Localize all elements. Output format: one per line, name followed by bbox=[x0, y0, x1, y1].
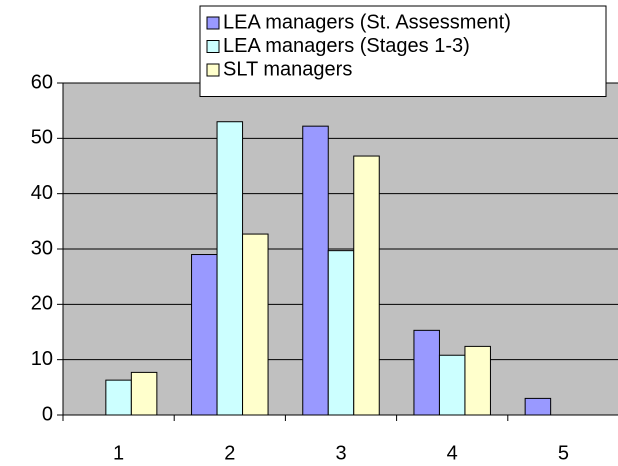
legend-label: LEA managers (Stages 1-3) bbox=[223, 35, 470, 57]
y-tick-label: 10 bbox=[31, 348, 53, 370]
x-tick-label: 3 bbox=[335, 442, 346, 464]
bar bbox=[464, 345, 491, 416]
bar bbox=[413, 329, 440, 416]
bar bbox=[242, 233, 269, 416]
bar bbox=[302, 125, 329, 416]
legend-swatch bbox=[206, 16, 220, 30]
x-tick-label: 5 bbox=[558, 442, 569, 464]
y-tick-label: 60 bbox=[31, 71, 53, 93]
x-tick-label: 4 bbox=[447, 442, 458, 464]
y-tick-label: 20 bbox=[31, 293, 53, 315]
y-tick-label: 40 bbox=[31, 182, 53, 204]
legend-box bbox=[199, 5, 607, 97]
bar bbox=[105, 379, 132, 416]
bar bbox=[524, 397, 552, 416]
bar bbox=[327, 250, 355, 416]
legend-swatch bbox=[206, 40, 220, 53]
legend-swatch bbox=[206, 63, 220, 77]
legend-label: LEA managers (St. Assessment) bbox=[223, 11, 511, 33]
bar bbox=[438, 354, 466, 416]
bar bbox=[216, 121, 244, 416]
legend-label: SLT managers bbox=[223, 58, 352, 80]
x-tick-label: 2 bbox=[224, 442, 235, 464]
bar bbox=[353, 155, 380, 416]
y-tick-label: 0 bbox=[42, 403, 53, 425]
bar bbox=[191, 254, 218, 416]
y-tick-label: 30 bbox=[31, 237, 53, 259]
x-tick-label: 1 bbox=[113, 442, 124, 464]
bar bbox=[130, 371, 158, 416]
y-tick-label: 50 bbox=[31, 127, 53, 149]
